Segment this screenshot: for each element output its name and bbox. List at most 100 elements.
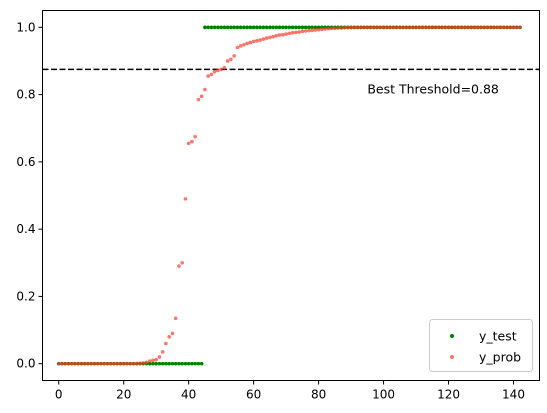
y-prob-point [420,25,425,30]
y-prob-point [394,25,399,30]
y-prob-point [372,25,376,30]
y-prob-point [323,27,327,31]
y-prob-point [430,25,435,30]
y-test-point [251,25,256,30]
x-tick-label: 20 [116,388,131,402]
y-test-point [225,25,230,30]
y-prob-point [378,25,383,30]
x-tick-label: 0 [55,388,63,402]
y-test-point [287,25,292,30]
y-prob-point [453,25,457,30]
y-test-point [307,25,311,30]
y-prob-point [303,29,308,33]
legend-label-y-prob: y_prob [479,350,521,365]
y-prob-point [216,68,220,73]
y-prob-point [264,36,269,40]
y-prob-point [355,25,360,30]
y-prob-point [108,361,113,366]
y-prob-point [102,361,107,366]
y-prob-point [336,26,340,30]
y-prob-point [203,87,207,92]
y-tick-label: 1.0 [16,20,35,34]
y-prob-point [235,45,240,50]
y-prob-point [300,29,305,34]
y-prob-point [196,97,201,102]
y-prob-point [76,361,81,366]
y-test-point [268,25,272,30]
y-prob-point [349,25,353,30]
y-prob-point [131,361,136,366]
y-prob-point [229,57,233,62]
y-prob-point [180,260,184,265]
y-prob-point [63,361,68,366]
y-prob-point [359,25,363,30]
y-prob-point [456,25,461,30]
y-prob-point [151,358,155,363]
y-prob-point [329,26,334,31]
legend-marker-y-prob [450,355,454,359]
y-prob-point [160,350,165,354]
y-test-point [154,361,158,366]
y-tick-label: 0.2 [16,289,35,303]
y-prob-point [495,25,500,30]
y-test-point [238,25,243,30]
y-prob-point [375,25,379,30]
y-prob-point [261,37,266,41]
y-prob-point [492,25,496,30]
plot-area [42,25,540,366]
y-prob-point [514,25,519,30]
y-prob-point [462,25,467,30]
y-prob-point [401,25,405,30]
y-prob-point [86,361,90,366]
y-prob-point [446,25,451,30]
y-prob-point [498,25,503,30]
y-prob-point [66,361,71,366]
y-test-point [167,361,171,366]
y-prob-point [164,341,168,346]
y-test-point [151,361,155,366]
y-prob-point [82,361,87,366]
y-prob-point [297,30,301,34]
y-test-point [303,25,308,30]
y-prob-point [144,360,149,365]
x-tick-label: 140 [502,388,525,402]
y-prob-point [290,30,295,35]
y-prob-point [388,25,392,30]
y-test-point [229,25,233,30]
y-prob-point [128,361,133,366]
y-test-point [222,25,227,30]
x-tick-label: 60 [246,388,261,402]
x-tick-label: 120 [437,388,460,402]
y-prob-point [398,25,402,30]
y-prob-point [407,25,412,30]
y-prob-point [381,25,386,30]
y-tick-label: 0.4 [16,222,35,236]
y-test-point [277,25,282,30]
y-prob-point [307,28,311,33]
y-test-point [261,25,266,30]
y-prob-point [310,28,314,33]
y-prob-point [242,43,246,47]
y-test-point [310,25,314,30]
y-prob-point [245,41,249,46]
axes-frame [42,10,540,381]
y-prob-point [501,25,506,30]
y-prob-point [277,33,282,37]
y-prob-point [268,35,272,40]
y-test-point [248,25,253,30]
y-test-point [183,361,188,366]
y-prob-point [368,25,373,30]
y-prob-point [433,25,438,30]
y-test-point [255,25,259,30]
y-prob-point [316,27,321,32]
y-prob-point [472,25,477,30]
y-prob-point [479,25,483,30]
y-prob-point [183,197,188,201]
y-prob-point [89,361,94,366]
y-prob-point [518,25,522,30]
y-test-point [209,25,214,30]
y-prob-point [485,25,490,30]
y-test-point [258,25,262,30]
y-test-point [290,25,295,30]
y-test-point [180,361,184,366]
